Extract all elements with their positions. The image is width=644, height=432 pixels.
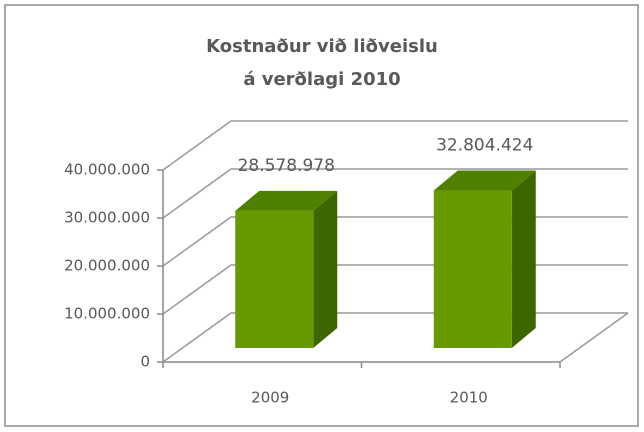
value-label: 32.804.424 (436, 136, 533, 156)
grid-line (162, 264, 232, 315)
grid-line (162, 168, 232, 219)
chart-title: Kostnaður við liðveislu (206, 36, 438, 57)
value-label: 28.578.978 (238, 156, 335, 176)
grid-line (162, 312, 232, 363)
y-tick-label: 0 (140, 353, 150, 371)
bar (235, 210, 314, 348)
bar-top (433, 170, 536, 191)
x-tick-label: 2010 (450, 389, 488, 407)
bar-side (313, 190, 338, 348)
bar (433, 190, 512, 348)
grid-line (162, 120, 232, 171)
y-tick-label: 10.000.000 (64, 305, 150, 323)
x-tick-label: 2009 (251, 389, 289, 407)
bar-side (511, 170, 536, 348)
y-tick-label: 20.000.000 (64, 257, 150, 275)
floor-edge (559, 312, 629, 363)
bar-top (235, 190, 338, 211)
y-tick-label: 30.000.000 (64, 209, 150, 227)
grid-line (162, 216, 232, 267)
y-tick-label: 40.000.000 (64, 161, 150, 179)
chart-title: á verðlagi 2010 (243, 69, 400, 90)
